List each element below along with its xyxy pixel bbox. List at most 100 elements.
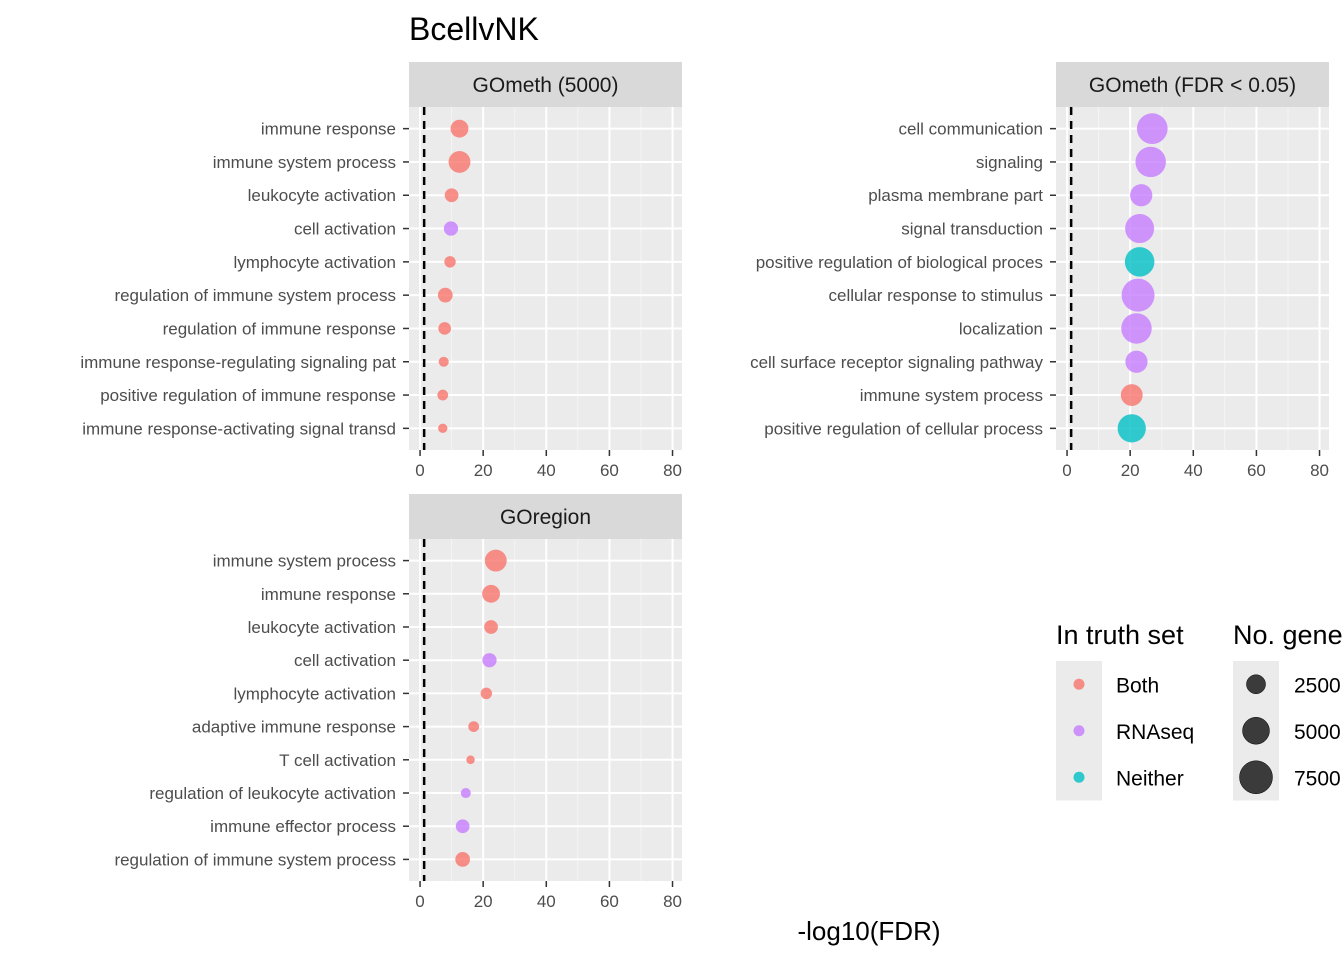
data-point xyxy=(1135,146,1166,178)
y-tick-label: regulation of leukocyte activation xyxy=(149,784,396,803)
data-point xyxy=(437,389,449,401)
data-point xyxy=(1117,414,1146,443)
panel: GOmeth (5000) immune response immune syste… xyxy=(80,62,682,480)
x-tick-label: 60 xyxy=(600,892,619,911)
y-tick-label: lymphocyte activation xyxy=(233,253,396,272)
panel: GOmeth (FDR < 0.05) cell communication sig… xyxy=(750,62,1329,480)
y-tick-label: regulation of immune response xyxy=(163,319,396,338)
data-point xyxy=(1124,247,1155,277)
data-point xyxy=(466,755,475,765)
data-point xyxy=(444,256,456,268)
data-point xyxy=(482,653,497,668)
y-tick-label: leukocyte activation xyxy=(248,618,396,637)
y-tick-label: adaptive immune response xyxy=(192,718,396,737)
legend-size-key xyxy=(1239,760,1273,794)
y-tick-label: cell activation xyxy=(294,220,396,239)
data-point xyxy=(437,287,453,303)
y-tick-label: cellular response to stimulus xyxy=(829,286,1043,305)
data-point xyxy=(438,322,451,335)
y-tick-label: positive regulation of immune response xyxy=(100,386,396,405)
data-point xyxy=(1136,113,1168,145)
y-tick-label: immune response xyxy=(261,585,396,604)
x-tick-label: 0 xyxy=(1062,461,1071,480)
panel-strip xyxy=(1056,62,1329,107)
x-tick-label: 60 xyxy=(600,461,619,480)
legend-color-key xyxy=(1073,771,1085,783)
legend-color-title: In truth set xyxy=(1056,620,1184,650)
legend-color-key xyxy=(1073,725,1085,737)
y-tick-label: immune system process xyxy=(213,552,396,571)
data-point xyxy=(1125,350,1148,373)
y-tick-label: signaling xyxy=(976,153,1043,172)
x-tick-label: 80 xyxy=(663,461,682,480)
x-tick-label: 0 xyxy=(415,461,424,480)
legend-color-label: Neither xyxy=(1116,767,1184,790)
y-tick-label: immune response-regulating signaling pat xyxy=(80,353,396,372)
legend-size-key xyxy=(1242,717,1270,745)
data-point xyxy=(460,787,471,799)
y-tick-label: regulation of immune system process xyxy=(114,850,396,869)
panel-strip xyxy=(409,494,682,539)
y-tick-label: cell communication xyxy=(898,120,1043,139)
data-point xyxy=(455,819,470,834)
data-point xyxy=(1130,184,1153,207)
panel-strip-title: GOmeth (FDR < 0.05) xyxy=(1089,74,1296,97)
legend-size-label: 2500 xyxy=(1294,674,1341,697)
y-tick-label: plasma membrane part xyxy=(868,186,1043,205)
legend: In truth set No. gene Both RNAseq Neither 2… xyxy=(1056,620,1343,801)
data-point xyxy=(484,620,498,634)
y-tick-label: signal transduction xyxy=(901,220,1043,239)
data-point xyxy=(468,721,480,732)
y-tick-label: immune system process xyxy=(213,153,396,172)
x-tick-label: 80 xyxy=(1310,461,1329,480)
data-point xyxy=(480,687,493,700)
legend-color-key xyxy=(1073,678,1085,690)
data-point xyxy=(1121,313,1152,344)
y-tick-label: immune response-activating signal transd xyxy=(82,419,396,438)
legend-size-key xyxy=(1246,674,1266,695)
x-tick-label: 40 xyxy=(1184,461,1203,480)
y-tick-label: cell activation xyxy=(294,651,396,670)
data-point xyxy=(1120,384,1143,406)
y-tick-label: immune response xyxy=(261,120,396,139)
panel: GOregion immune system process immune resp… xyxy=(114,494,682,911)
panel-strip-title: GOregion xyxy=(500,506,591,529)
x-tick-label: 40 xyxy=(537,461,556,480)
y-tick-label: T cell activation xyxy=(279,751,396,770)
y-tick-label: immune system process xyxy=(860,386,1043,405)
data-point xyxy=(1121,278,1155,312)
panels: GOmeth (5000) immune response immune syste… xyxy=(80,62,1329,911)
x-axis-title: -log10(FDR) xyxy=(797,916,940,946)
y-tick-label: leukocyte activation xyxy=(248,186,396,205)
x-tick-label: 60 xyxy=(1247,461,1266,480)
y-tick-label: lymphocyte activation xyxy=(233,684,396,703)
y-tick-label: positive regulation of cellular process xyxy=(764,419,1043,438)
x-tick-label: 20 xyxy=(1121,461,1140,480)
x-tick-label: 40 xyxy=(537,892,556,911)
y-tick-label: immune effector process xyxy=(210,817,396,836)
x-tick-label: 0 xyxy=(415,892,424,911)
panel-strip-title: GOmeth (5000) xyxy=(473,74,619,97)
y-tick-label: localization xyxy=(959,319,1043,338)
legend-color-label: Both xyxy=(1116,674,1159,697)
data-point xyxy=(450,119,469,138)
legend-size-label: 5000 xyxy=(1294,721,1341,744)
x-tick-label: 20 xyxy=(474,461,493,480)
chart-title: BcellvNK xyxy=(409,11,539,47)
data-point xyxy=(1125,214,1155,244)
legend-size-title: No. gene xyxy=(1233,620,1343,650)
legend-color-label: RNAseq xyxy=(1116,721,1194,744)
panel-strip xyxy=(409,62,682,107)
data-point xyxy=(484,549,507,572)
legend-size-label: 7500 xyxy=(1294,767,1341,790)
data-point xyxy=(443,221,459,236)
data-point xyxy=(444,188,459,203)
data-point xyxy=(438,423,448,434)
x-tick-label: 20 xyxy=(474,892,493,911)
y-tick-label: cell surface receptor signaling pathway xyxy=(750,353,1043,372)
data-point xyxy=(455,852,471,867)
y-tick-label: regulation of immune system process xyxy=(114,286,396,305)
data-point xyxy=(448,151,471,173)
y-tick-label: positive regulation of biological proces xyxy=(756,253,1043,272)
